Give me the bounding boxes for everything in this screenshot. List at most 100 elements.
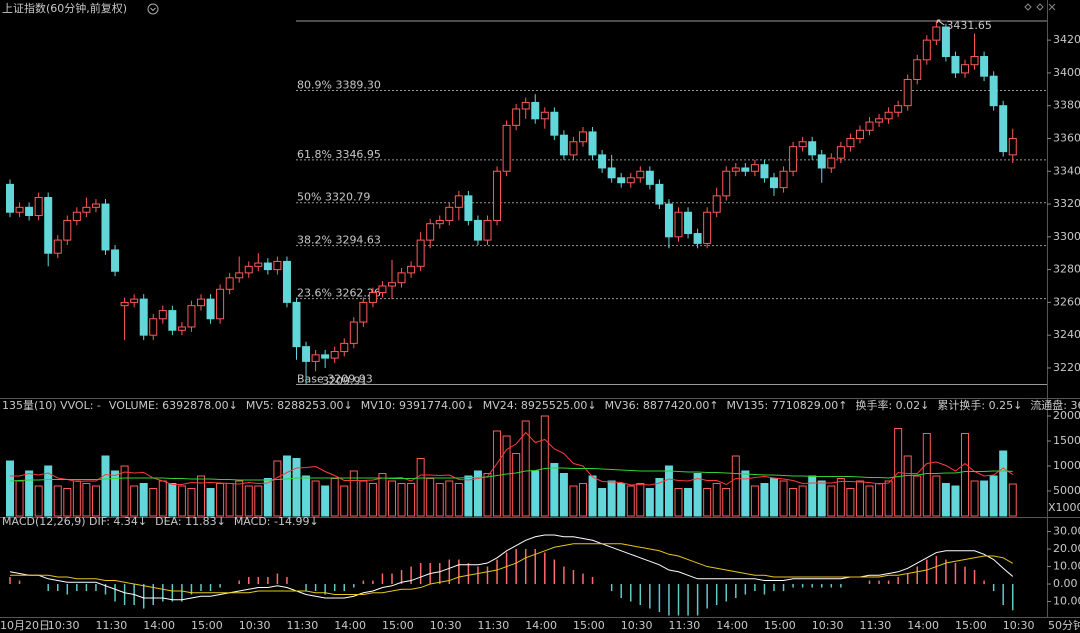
volume-bar (674, 488, 683, 517)
candle-body (53, 239, 62, 254)
close-icon[interactable] (1048, 3, 1056, 11)
candle-body (903, 78, 912, 107)
x-tick-label: 10:30 (812, 619, 844, 632)
legend-item: MV5: 8288253.00↓ (246, 399, 353, 412)
candle-body (617, 177, 626, 184)
fib-label: 38.2% 3294.63 (297, 234, 381, 247)
volume-bar (426, 478, 435, 517)
candle-body (760, 164, 769, 179)
candle-body (598, 154, 607, 169)
candle-body (388, 282, 396, 287)
volume-bar (521, 420, 530, 517)
volume-bar (932, 475, 941, 517)
candle-body (282, 260, 291, 303)
volume-bar (149, 488, 158, 517)
candle-body (82, 206, 91, 213)
candle-body (302, 346, 311, 362)
candle-body (378, 285, 387, 294)
candle-body (579, 131, 587, 143)
candle-body (120, 301, 129, 307)
volume-bar (731, 455, 740, 517)
volume-bar (980, 480, 989, 517)
candle-body (111, 249, 120, 272)
candle-body (798, 141, 807, 148)
candle-body (177, 326, 186, 331)
volume-bar (512, 453, 521, 517)
menu-icon-arrow (150, 7, 156, 12)
volume-bar (206, 488, 215, 517)
y-tick-label: 3240 (1053, 328, 1080, 341)
candle-body (158, 310, 167, 320)
candle-body (206, 298, 215, 320)
volume-bar (846, 488, 855, 517)
volume-bar (770, 478, 778, 517)
x-tick-label: 15:00 (382, 619, 414, 632)
legend-item: MV10: 9391774.00↓ (361, 399, 475, 412)
y-tick-label: 20.00 (1053, 542, 1080, 555)
candle-body (483, 219, 492, 241)
candle-body (15, 206, 24, 213)
candle-body (493, 170, 502, 221)
candle-body (6, 183, 14, 213)
y-tick-label: 3260 (1053, 295, 1080, 308)
volume-bar (445, 480, 454, 517)
candle-body (951, 56, 960, 74)
y-tick-label: 10.00 (1053, 595, 1080, 608)
volume-bar (588, 475, 597, 517)
candle-body (999, 105, 1008, 153)
volume-bar (168, 483, 177, 517)
candle-body (664, 203, 673, 238)
candle-body (235, 272, 244, 279)
y-tick-label: 10000 (1053, 459, 1080, 472)
volume-bar (865, 485, 874, 517)
candle-body (540, 111, 549, 120)
volume-bar (941, 483, 950, 517)
candle-body (712, 195, 721, 213)
x-tick-label: 11:30 (669, 619, 701, 632)
volume-bar (101, 455, 110, 517)
candle-body (827, 157, 836, 169)
x-tick-label: 10:30 (48, 619, 80, 632)
volume-bar (44, 465, 53, 517)
x-tick-label: 10:30 (1003, 619, 1035, 632)
y-tick-label: 3320 (1053, 197, 1080, 210)
x-tick-label: 10:30 (430, 619, 462, 632)
volume-bar (559, 473, 568, 517)
candle-body (626, 177, 635, 184)
volume-bar (15, 480, 24, 517)
candle-body (645, 170, 654, 185)
y-tick-label: 0.00 (1053, 577, 1078, 590)
candle-body (989, 75, 998, 107)
candle-body (970, 56, 979, 66)
candle-body (684, 211, 693, 235)
volume-bar (626, 485, 635, 517)
x-tick-label: 10:30 (239, 619, 271, 632)
candle-body (292, 301, 301, 348)
volume-bar (311, 480, 320, 517)
menu-icon[interactable] (147, 3, 159, 15)
volume-bar (579, 483, 587, 517)
candle-body (779, 170, 788, 189)
candle-body (263, 262, 272, 271)
volume-bar (999, 450, 1008, 517)
candle-body (636, 170, 645, 179)
volume-bar (760, 483, 769, 517)
window-icons[interactable] (1024, 3, 1044, 11)
period-label: 50分钟 (1048, 618, 1080, 632)
candle-body (225, 277, 234, 290)
volume-bar (1008, 483, 1017, 517)
candle-body (693, 233, 702, 244)
candle-body (808, 141, 817, 156)
y-tick-label: 30.00 (1053, 525, 1080, 538)
high-arrow (936, 19, 945, 26)
candle-body (216, 288, 225, 320)
volume-bar (177, 485, 186, 517)
y-tick-label: 3280 (1053, 263, 1080, 276)
volume-bar (712, 483, 721, 517)
candle-body (435, 219, 444, 225)
volume-bar (922, 433, 931, 517)
volume-bar (502, 435, 511, 517)
volume-bar (655, 478, 664, 517)
candle-body (846, 137, 855, 148)
